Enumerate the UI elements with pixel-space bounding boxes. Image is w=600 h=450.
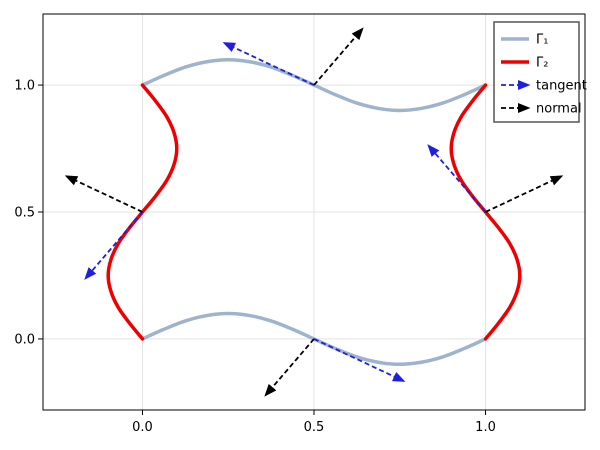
legend-label: normal <box>536 102 582 117</box>
x-tick-label: 0.5 <box>304 420 325 435</box>
vector-arrows <box>64 27 564 397</box>
normal-arrow <box>313 27 364 86</box>
legend-label: Γ₂ <box>536 56 548 71</box>
tangent-arrow <box>427 144 487 213</box>
series-1-curve <box>140 311 488 367</box>
series-1-curve <box>140 57 488 113</box>
normal-arrow <box>64 175 143 213</box>
y-tick-label: 1.0 <box>14 79 35 94</box>
axis-ticks: 0.0 0.5 1.0 0.0 0.5 1.0 <box>14 79 496 435</box>
legend-label: tangent <box>536 79 587 94</box>
x-tick-label: 1.0 <box>475 420 496 435</box>
normal-arrow <box>485 175 564 213</box>
tangent-arrow <box>313 338 406 382</box>
tangent-arrow <box>84 211 144 280</box>
x-tick-label: 0.0 <box>132 420 153 435</box>
legend-label: Γ₁ <box>536 33 548 48</box>
tangent-arrow <box>222 42 315 86</box>
y-tick-label: 0.5 <box>14 206 35 221</box>
normal-arrow <box>264 338 315 397</box>
legend: Γ₁ Γ₂ tangent normal <box>493 21 587 123</box>
y-tick-label: 0.0 <box>14 332 35 347</box>
